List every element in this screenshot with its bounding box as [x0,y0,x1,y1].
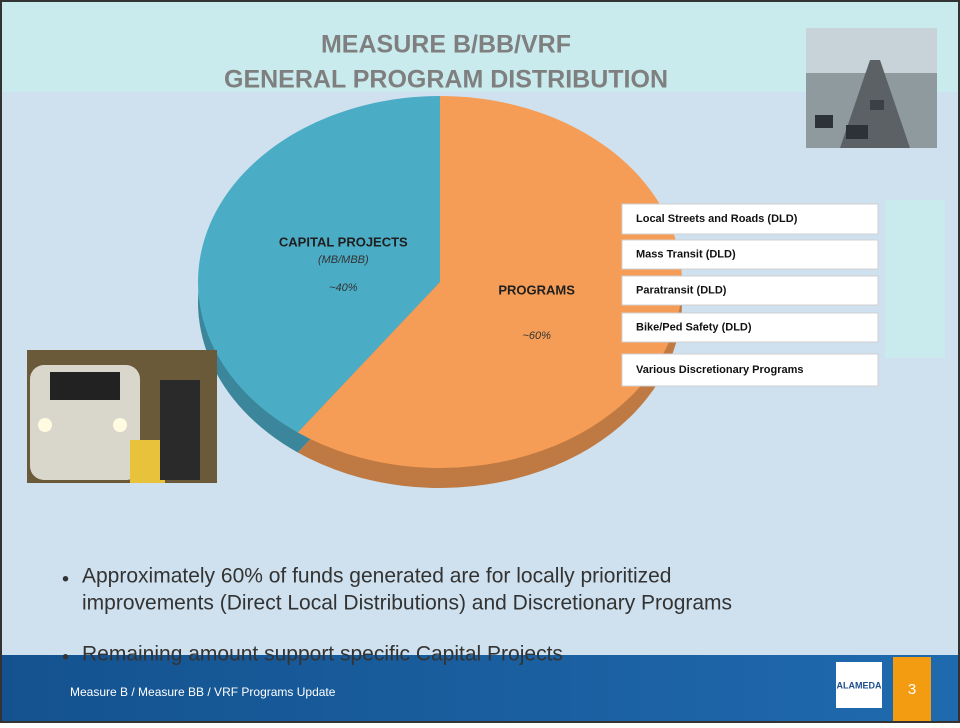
program-label: Paratransit (DLD) [636,284,727,296]
bullet-text: improvements (Direct Local Distributions… [82,592,732,615]
program-label: Bike/Ped Safety (DLD) [636,321,752,333]
category-label: PROGRAMS [498,283,575,298]
program-label: Various Discretionary Programs [636,364,804,376]
train-photo [27,350,217,483]
category-note: (MB/MBB) [318,254,369,266]
program-label: Mass Transit (DLD) [636,248,736,260]
value-label: ~40% [329,282,358,294]
bullet-text: Remaining amount support specific Capita… [82,643,563,666]
pie-chart: CAPITAL PROJECTS (MB/MBB) ~40% PROGRAMS ~60% [198,96,682,488]
value-label: ~60% [522,330,551,342]
chart-title: MEASURE B/BB/VRF [321,31,571,59]
page-number: 3 [908,681,916,698]
bullet-marker: • [62,568,69,590]
chart-title: GENERAL PROGRAM DISTRIBUTION [224,66,668,94]
logo: ALAMEDA [837,680,882,690]
road-photo [806,28,937,148]
footer-text: Measure B / Measure BB / VRF Programs Up… [70,685,336,699]
program-list: Local Streets and Roads (DLD) Mass Transi… [622,204,878,386]
bullet-marker: • [62,646,69,668]
program-label: Local Streets and Roads (DLD) [636,213,798,225]
slide: CAPITAL PROJECTS (MB/MBB) ~40% PROGRAMS ~60%… [0,0,960,723]
category-label: CAPITAL PROJECTS [279,234,408,249]
bullet-text: Approximately 60% of funds generated are… [82,565,671,588]
side-band [885,200,945,358]
